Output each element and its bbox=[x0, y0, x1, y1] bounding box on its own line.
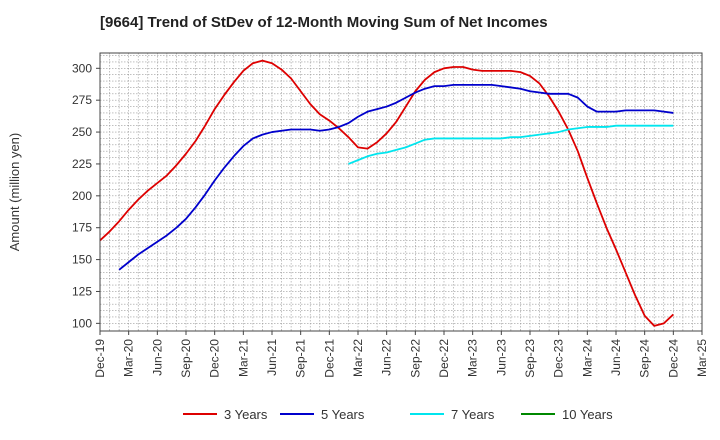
legend-label: 3 Years bbox=[224, 407, 268, 422]
plot-frame bbox=[99, 52, 703, 332]
x-tick-label: Dec-20 bbox=[208, 339, 222, 378]
x-tick-label: Sep-21 bbox=[294, 339, 308, 378]
x-tick-label: Sep-24 bbox=[638, 339, 652, 378]
legend-label: 10 Years bbox=[562, 407, 613, 422]
grid-lines bbox=[100, 53, 702, 331]
x-tick-label: Sep-22 bbox=[408, 339, 422, 378]
x-tick-label: Jun-21 bbox=[265, 339, 279, 376]
x-axis-ticks: Dec-19 Mar-20 Jun-20 Sep-20 Dec-20 Mar-21 Jun-… bbox=[93, 331, 709, 378]
x-tick-label: Dec-21 bbox=[322, 339, 336, 378]
y-tick-label: 150 bbox=[72, 253, 92, 267]
series-line-2 bbox=[118, 83, 674, 271]
x-tick-label: Dec-24 bbox=[666, 339, 680, 378]
legend: 3 Years 5 Years 7 Years 10 Years bbox=[183, 407, 613, 422]
x-tick-label: Sep-20 bbox=[179, 339, 193, 378]
y-tick-label: 250 bbox=[72, 125, 92, 139]
x-tick-label: Mar-24 bbox=[580, 339, 594, 377]
y-tick-label: 225 bbox=[72, 157, 92, 171]
x-tick-label: Jun-24 bbox=[609, 339, 623, 376]
x-tick-label: Jun-22 bbox=[380, 339, 394, 376]
x-tick-label: Mar-21 bbox=[236, 339, 250, 377]
x-tick-label: Mar-25 bbox=[695, 339, 709, 377]
legend-label: 5 Years bbox=[321, 407, 365, 422]
x-tick-label: Mar-23 bbox=[466, 339, 480, 377]
y-tick-label: 175 bbox=[72, 221, 92, 235]
x-tick-label: Jun-20 bbox=[150, 339, 164, 376]
legend-label: 7 Years bbox=[451, 407, 495, 422]
x-tick-label: Dec-19 bbox=[93, 339, 107, 378]
y-tick-label: 300 bbox=[72, 61, 92, 75]
series-line-1 bbox=[99, 59, 674, 327]
y-tick-label: 100 bbox=[72, 316, 92, 330]
chart-title: [9664] Trend of StDev of 12-Month Moving… bbox=[100, 14, 548, 31]
y-tick-label: 275 bbox=[72, 93, 92, 107]
y-tick-label: 200 bbox=[72, 189, 92, 203]
x-tick-label: Jun-23 bbox=[494, 339, 508, 376]
y-axis-label: Amount (million yen) bbox=[7, 133, 22, 252]
x-tick-label: Dec-22 bbox=[437, 339, 451, 378]
x-tick-label: Mar-20 bbox=[122, 339, 136, 377]
y-axis-ticks: 100 125 150 175 200 225 250 275 300 bbox=[72, 61, 100, 330]
series-layer bbox=[99, 59, 674, 327]
x-tick-label: Mar-22 bbox=[351, 339, 365, 377]
x-tick-label: Sep-23 bbox=[523, 339, 537, 378]
x-tick-label: Dec-23 bbox=[552, 339, 566, 378]
y-tick-label: 125 bbox=[72, 284, 92, 298]
series-line-3 bbox=[348, 124, 674, 165]
